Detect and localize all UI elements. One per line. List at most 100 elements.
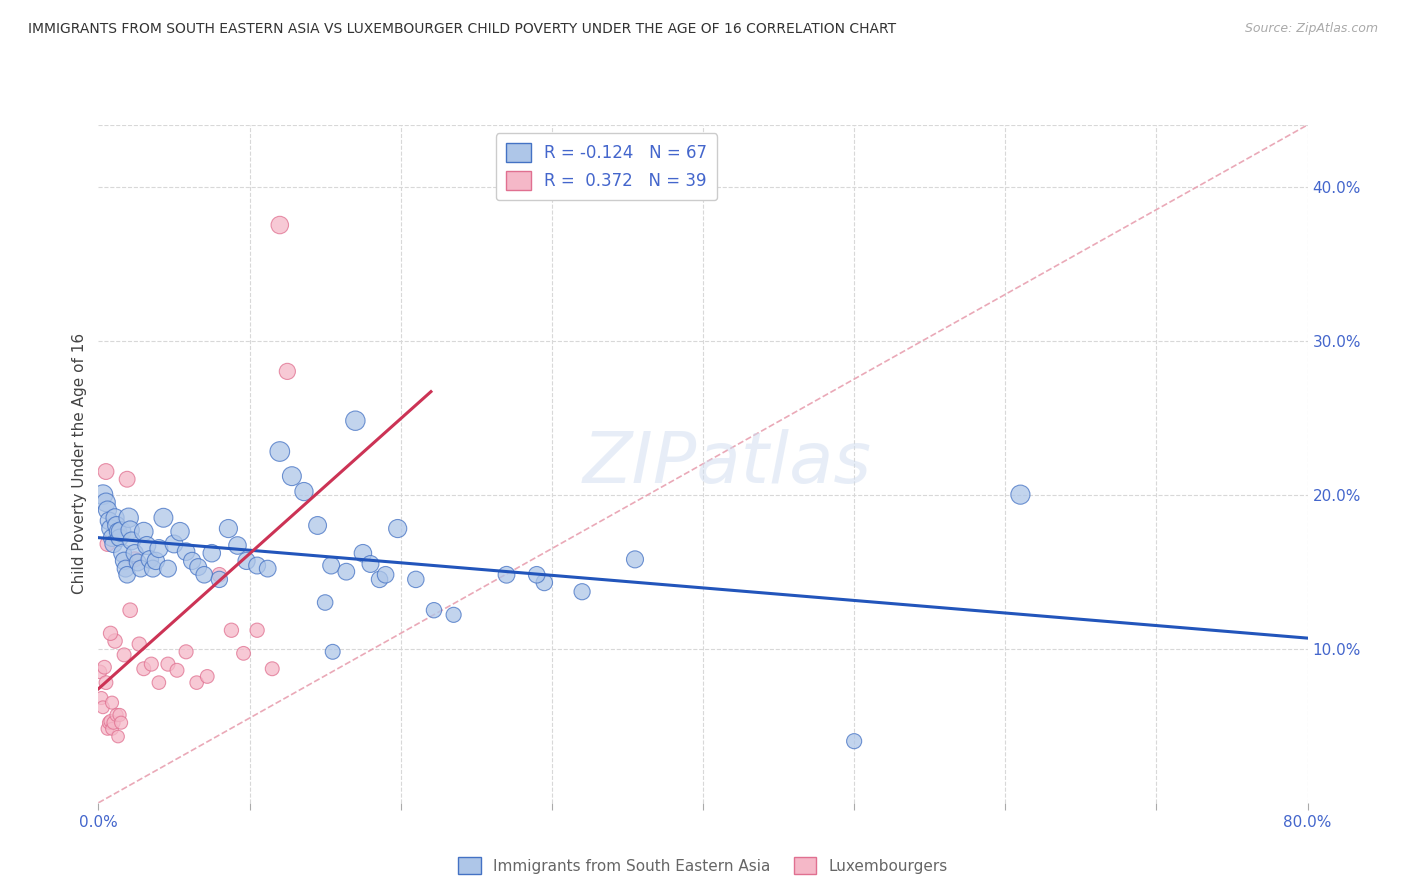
- Point: [101, 722, 124, 736]
- Point: [163, 537, 186, 551]
- Point: [98, 715, 121, 730]
- Point: [269, 444, 291, 458]
- Point: [145, 554, 167, 568]
- Point: [100, 522, 122, 536]
- Point: [105, 518, 128, 533]
- Point: [111, 546, 134, 560]
- Point: [226, 539, 249, 553]
- Point: [174, 544, 197, 558]
- Point: [314, 595, 336, 609]
- Point: [322, 645, 344, 659]
- Point: [844, 734, 866, 748]
- Point: [115, 567, 138, 582]
- Point: [360, 557, 382, 571]
- Point: [96, 503, 118, 517]
- Point: [208, 567, 231, 582]
- Point: [121, 533, 143, 548]
- Point: [269, 218, 291, 232]
- Point: [132, 662, 155, 676]
- Point: [246, 624, 269, 638]
- Text: Source: ZipAtlas.com: Source: ZipAtlas.com: [1244, 22, 1378, 36]
- Point: [217, 522, 239, 536]
- Point: [156, 561, 179, 575]
- Point: [187, 560, 209, 574]
- Point: [624, 552, 647, 566]
- Text: IMMIGRANTS FROM SOUTH EASTERN ASIA VS LUXEMBOURGER CHILD POVERTY UNDER THE AGE O: IMMIGRANTS FROM SOUTH EASTERN ASIA VS LU…: [28, 22, 896, 37]
- Legend: Immigrants from South Eastern Asia, Luxembourgers: Immigrants from South Eastern Asia, Luxe…: [451, 851, 955, 880]
- Point: [89, 665, 111, 679]
- Point: [129, 561, 152, 575]
- Point: [93, 660, 115, 674]
- Point: [100, 626, 122, 640]
- Point: [100, 714, 122, 728]
- Point: [1010, 488, 1032, 502]
- Point: [104, 634, 127, 648]
- Point: [443, 607, 465, 622]
- Point: [135, 539, 157, 553]
- Point: [132, 524, 155, 539]
- Point: [101, 531, 124, 545]
- Point: [112, 648, 135, 662]
- Point: [186, 675, 208, 690]
- Point: [235, 554, 257, 568]
- Point: [112, 554, 135, 568]
- Point: [374, 567, 396, 582]
- Point: [368, 573, 391, 587]
- Point: [120, 603, 142, 617]
- Point: [94, 675, 117, 690]
- Point: [108, 708, 131, 723]
- Point: [281, 469, 304, 483]
- Point: [321, 558, 343, 573]
- Point: [156, 657, 179, 672]
- Point: [148, 541, 170, 556]
- Point: [246, 558, 269, 573]
- Point: [256, 561, 278, 575]
- Point: [91, 700, 114, 714]
- Point: [181, 554, 204, 568]
- Point: [152, 510, 174, 524]
- Point: [423, 603, 446, 617]
- Point: [91, 488, 114, 502]
- Point: [114, 561, 136, 575]
- Point: [94, 465, 117, 479]
- Point: [387, 522, 409, 536]
- Point: [103, 537, 125, 551]
- Point: [174, 645, 197, 659]
- Point: [571, 584, 593, 599]
- Point: [232, 646, 254, 660]
- Point: [526, 567, 548, 582]
- Point: [169, 524, 191, 539]
- Point: [104, 510, 127, 524]
- Point: [110, 524, 132, 539]
- Point: [94, 495, 117, 509]
- Point: [115, 472, 138, 486]
- Y-axis label: Child Poverty Under the Age of 16: Child Poverty Under the Age of 16: [72, 334, 87, 594]
- Point: [141, 657, 163, 672]
- Point: [276, 364, 298, 378]
- Point: [166, 663, 188, 677]
- Point: [292, 484, 315, 499]
- Point: [105, 708, 128, 723]
- Point: [120, 523, 142, 537]
- Point: [128, 637, 150, 651]
- Point: [495, 567, 517, 582]
- Point: [221, 624, 243, 638]
- Point: [262, 662, 284, 676]
- Point: [127, 556, 149, 570]
- Point: [201, 546, 224, 560]
- Point: [107, 524, 129, 539]
- Point: [142, 561, 165, 575]
- Text: ZIPatlas: ZIPatlas: [582, 429, 872, 499]
- Point: [208, 573, 231, 587]
- Point: [307, 518, 329, 533]
- Point: [335, 565, 357, 579]
- Point: [124, 552, 146, 566]
- Point: [96, 722, 118, 736]
- Point: [352, 546, 374, 560]
- Point: [96, 537, 118, 551]
- Point: [344, 414, 367, 428]
- Point: [195, 669, 218, 683]
- Point: [101, 696, 124, 710]
- Point: [98, 514, 121, 528]
- Point: [103, 715, 125, 730]
